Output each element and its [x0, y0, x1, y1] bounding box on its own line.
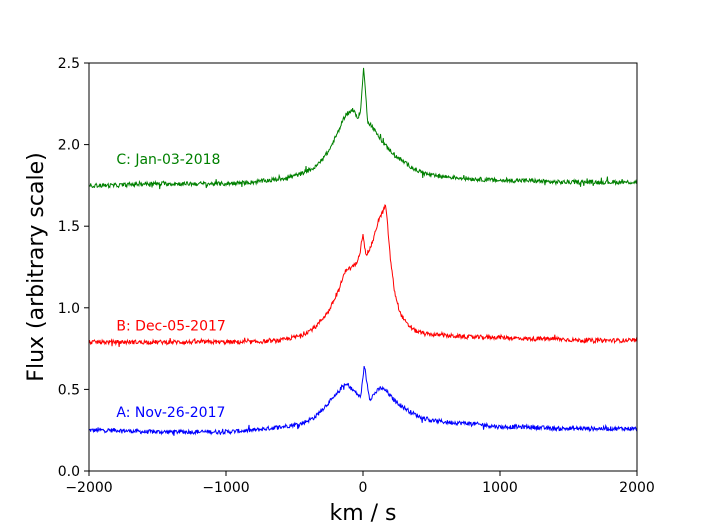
- y-tick-label: 2.0: [58, 138, 80, 154]
- y-tick-label: 1.0: [58, 301, 80, 317]
- series-label-c: C: Jan-03-2018: [116, 152, 220, 168]
- x-axis-ticks: −2000 −1000 0 1000 2000: [65, 471, 655, 496]
- x-tick-label: 2000: [619, 480, 655, 496]
- y-tick-label: 2.5: [58, 56, 80, 72]
- x-tick-label: 1000: [482, 480, 518, 496]
- y-axis-ticks: 0.0 0.5 1.0 1.5 2.0 2.5: [58, 56, 89, 480]
- series-layer: A: Nov-26-2017 B: Dec-05-2017 C: Jan-03-20…: [88, 67, 638, 436]
- series-label-a: A: Nov-26-2017: [116, 405, 225, 421]
- y-tick-label: 0.5: [58, 382, 80, 398]
- x-tick-label: −1000: [202, 480, 249, 496]
- series-label-b: B: Dec-05-2017: [116, 319, 225, 335]
- x-tick-label: −2000: [65, 480, 112, 496]
- series-line-a: [88, 365, 638, 436]
- x-axis-label: km / s: [329, 501, 396, 526]
- x-tick-label: 0: [359, 480, 368, 496]
- y-axis-label: Flux (arbitrary scale): [24, 152, 49, 381]
- series-line-c: [88, 67, 638, 190]
- y-tick-label: 1.5: [58, 219, 80, 235]
- series-line-b: [88, 204, 638, 348]
- y-tick-label: 0.0: [58, 464, 80, 480]
